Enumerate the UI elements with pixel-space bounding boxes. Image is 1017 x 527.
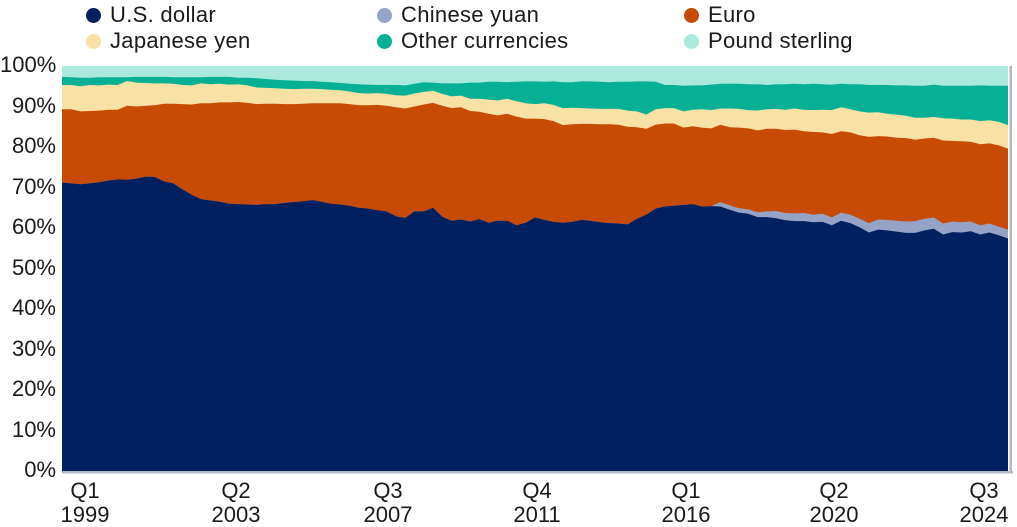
plot-right-border xyxy=(1009,66,1012,474)
y-tick-100pct: 100% xyxy=(0,52,57,77)
y-tick-10pct: 10% xyxy=(11,416,56,442)
x-tick-Q1-2016: Q1 2016 xyxy=(631,479,741,527)
x-tick-year: 2007 xyxy=(363,502,413,527)
y-tick-30pct: 30% xyxy=(11,335,56,361)
x-tick-quarter: Q3 xyxy=(969,478,999,503)
cny-swatch-icon xyxy=(377,7,392,23)
jpy-swatch-icon xyxy=(86,33,101,49)
y-tick-90pct: 90% xyxy=(11,92,56,118)
x-tick-year: 2016 xyxy=(661,502,711,527)
y-tick-20pct: 20% xyxy=(11,376,56,401)
legend-label-other-currencies: Other currencies xyxy=(401,28,569,53)
legend-item-us-dollar: U.S. dollar xyxy=(86,2,216,28)
y-tick-80pct: 80% xyxy=(11,133,56,158)
x-tick-quarter: Q1 xyxy=(70,478,100,503)
legend-label-japanese-yen: Japanese yen xyxy=(110,28,251,53)
x-tick-year: 1999 xyxy=(60,502,110,527)
x-tick-year: 2011 xyxy=(513,502,561,527)
x-tick-year: 2003 xyxy=(211,502,261,527)
legend-item-other-currencies: Other currencies xyxy=(377,28,568,54)
legend-item-pound-sterling: Pound sterling xyxy=(684,28,853,54)
y-tick-40pct: 40% xyxy=(11,295,56,320)
legend-label-pound-sterling: Pound sterling xyxy=(708,28,853,53)
x-tick-Q3-2007: Q3 2007 xyxy=(333,479,443,527)
y-tick-70pct: 70% xyxy=(11,173,56,199)
area-usd xyxy=(62,176,1008,471)
x-tick-quarter: Q1 xyxy=(671,478,701,503)
x-tick-year: 2024 xyxy=(959,502,1009,527)
legend-item-japanese-yen: Japanese yen xyxy=(86,28,251,54)
x-tick-Q3-2024: Q3 2024 xyxy=(929,479,1017,527)
x-tick-Q2-2020: Q2 2020 xyxy=(779,479,889,527)
legend-label-chinese-yuan: Chinese yuan xyxy=(401,2,540,27)
x-tick-year: 2020 xyxy=(809,502,859,527)
gbp-swatch-icon xyxy=(684,33,699,49)
x-axis-line xyxy=(62,471,1013,474)
legend-label-us-dollar: U.S. dollar xyxy=(110,2,217,27)
x-tick-quarter: Q3 xyxy=(373,478,403,503)
x-tick-quarter: Q2 xyxy=(221,478,251,503)
x-tick-Q4-2011: Q4 2011 xyxy=(482,479,592,527)
x-tick-quarter: Q2 xyxy=(819,478,849,503)
eur-swatch-icon xyxy=(684,7,699,23)
usd-swatch-icon xyxy=(86,7,101,23)
x-tick-Q1-1999: Q1 1999 xyxy=(30,479,140,527)
y-tick-0pct: 0% xyxy=(24,457,56,482)
other-currencies-swatch-icon xyxy=(377,33,392,49)
x-tick-quarter: Q4 xyxy=(522,478,552,503)
y-tick-50pct: 50% xyxy=(11,254,56,280)
x-tick-Q2-2003: Q2 2003 xyxy=(181,479,291,527)
y-tick-60pct: 60% xyxy=(11,214,56,239)
legend-item-euro: Euro xyxy=(684,2,756,28)
legend-label-euro: Euro xyxy=(708,2,756,27)
legend-item-chinese-yuan: Chinese yuan xyxy=(377,2,539,28)
